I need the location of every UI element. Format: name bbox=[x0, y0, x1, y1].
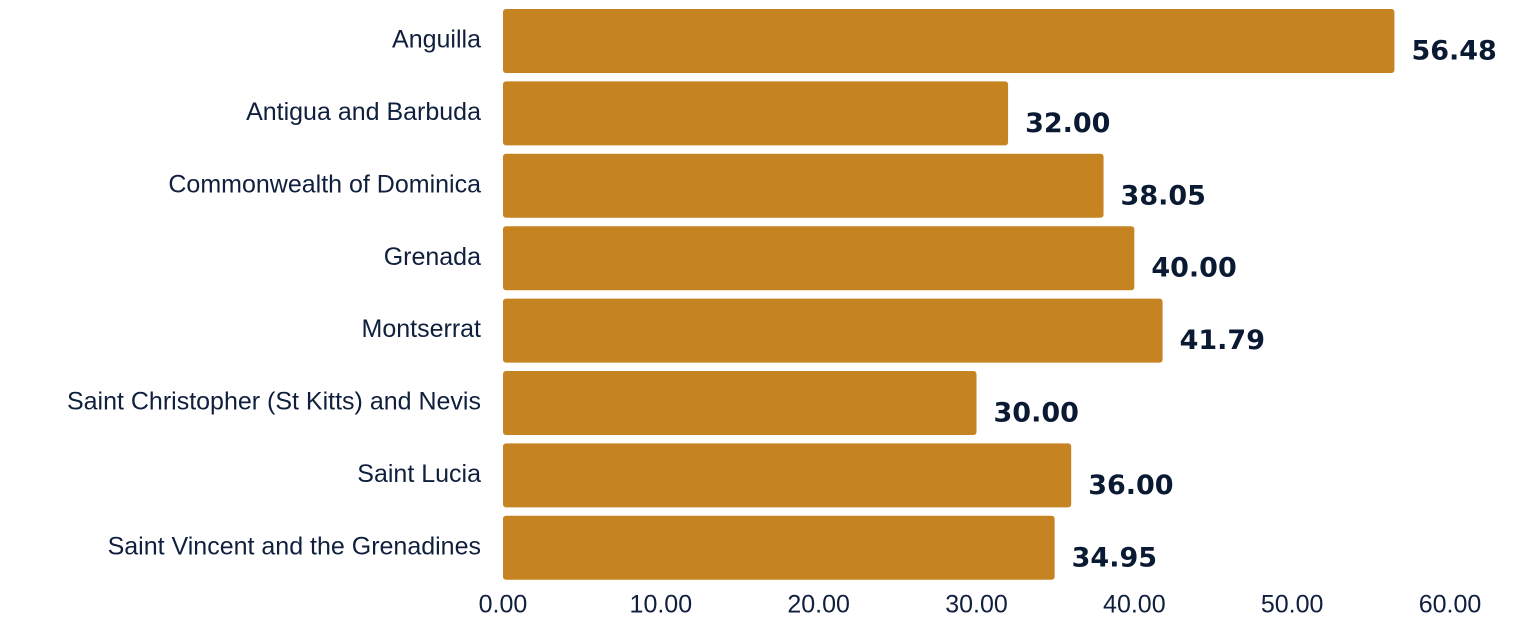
bar-5 bbox=[503, 371, 977, 435]
value-label: 56.48 bbox=[1411, 36, 1496, 67]
category-label: Antigua and Barbuda bbox=[246, 98, 481, 126]
x-tick-label: 30.00 bbox=[945, 591, 1008, 619]
x-tick-label: 20.00 bbox=[787, 591, 850, 619]
category-label: Montserrat bbox=[362, 315, 482, 343]
value-labels: 56.48 32.00 38.05 40.00 41.79 30.00 36.00 34.95 bbox=[994, 36, 1497, 574]
x-axis-ticks: 0.00 10.00 20.00 30.00 40.00 50.00 60.00 bbox=[479, 591, 1482, 619]
category-label: Saint Christopher (St Kitts) and Nevis bbox=[67, 388, 481, 416]
x-tick-label: 0.00 bbox=[479, 591, 528, 619]
value-label: 40.00 bbox=[1151, 253, 1236, 284]
bars-layer bbox=[503, 9, 1395, 580]
value-label: 34.95 bbox=[1072, 542, 1157, 573]
bar-0 bbox=[503, 9, 1395, 73]
category-label: Anguilla bbox=[392, 26, 481, 54]
category-label: Grenada bbox=[384, 243, 481, 271]
value-label: 41.79 bbox=[1180, 325, 1265, 356]
bar-7 bbox=[503, 515, 1055, 580]
bar-1 bbox=[503, 81, 1009, 146]
bar-6 bbox=[503, 443, 1072, 508]
bar-2 bbox=[503, 153, 1104, 218]
value-label: 36.00 bbox=[1088, 470, 1173, 501]
x-tick-label: 60.00 bbox=[1419, 591, 1482, 619]
value-label: 38.05 bbox=[1121, 180, 1206, 211]
category-labels: Anguilla Antigua and Barbuda Commonwealth … bbox=[67, 26, 481, 561]
value-label: 30.00 bbox=[994, 398, 1079, 429]
category-label: Saint Lucia bbox=[357, 460, 481, 488]
bar-3 bbox=[503, 226, 1135, 291]
value-label: 32.00 bbox=[1025, 108, 1110, 139]
x-tick-label: 10.00 bbox=[630, 591, 693, 619]
x-tick-label: 50.00 bbox=[1261, 591, 1324, 619]
x-tick-label: 40.00 bbox=[1103, 591, 1166, 619]
category-label: Saint Vincent and the Grenadines bbox=[108, 532, 481, 560]
category-label: Commonwealth of Dominica bbox=[168, 170, 481, 198]
bar-4 bbox=[503, 298, 1163, 363]
